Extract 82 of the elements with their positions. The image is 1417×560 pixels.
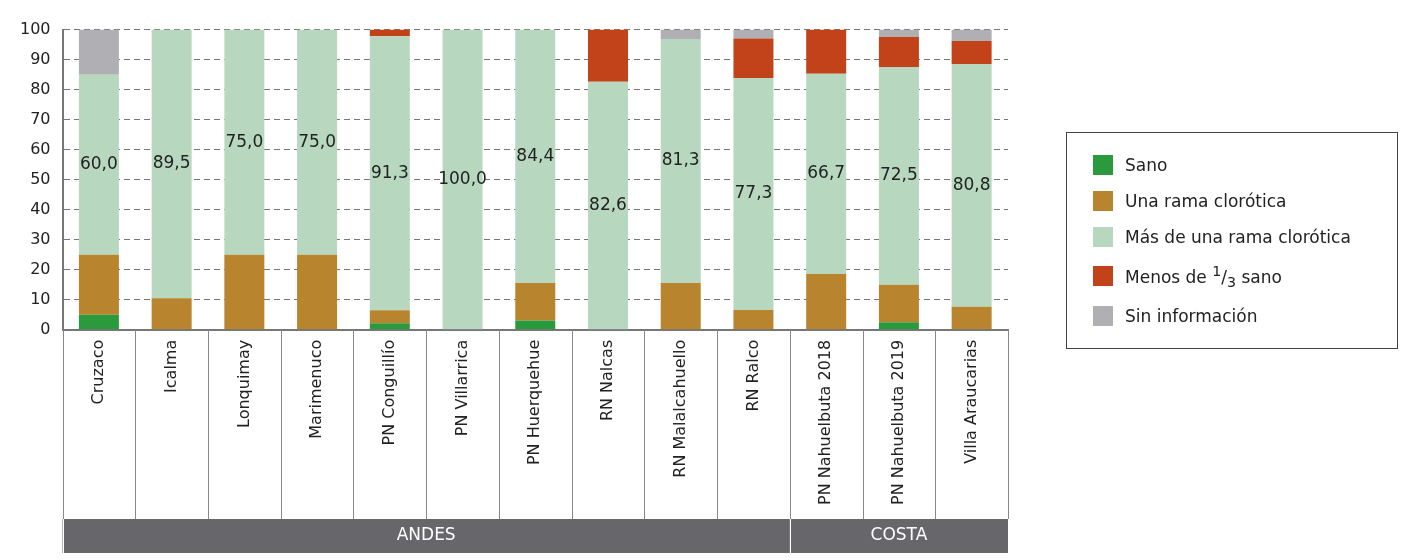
- bar: [224, 29, 265, 255]
- bar: [951, 306, 992, 330]
- y-tick-label: 30: [30, 228, 51, 248]
- bar: [588, 81, 628, 330]
- y-tick-label: 70: [30, 108, 51, 128]
- x-tick-label: PN Nahuelbuta 2019: [888, 339, 908, 506]
- legend-label: Menos de $^{1}$/$_{3}$ sano: [1125, 262, 1282, 291]
- bar: [588, 29, 628, 82]
- x-tick-label: PN Conguillío: [378, 339, 398, 446]
- y-tick-label: 20: [30, 258, 51, 278]
- bar: [660, 282, 701, 330]
- bar: [660, 29, 701, 39]
- y-tick-label: 80: [30, 78, 51, 98]
- x-tick-label: Cruzaco: [88, 339, 108, 405]
- legend-label: Más de una rama clorótica: [1125, 226, 1351, 247]
- bar: [733, 77, 774, 310]
- bar: [733, 38, 774, 78]
- data-label: 89,5: [152, 152, 191, 173]
- bar: [369, 36, 410, 311]
- text: ANDES: [396, 524, 456, 545]
- bar: [660, 38, 701, 283]
- x-tick-label: Lonquimay: [233, 339, 253, 428]
- bar: [806, 273, 847, 330]
- x-tick-label: PN Nahuelbuta 2018: [815, 339, 835, 506]
- bar: [151, 298, 192, 330]
- bar: [951, 64, 992, 307]
- data-label: 66,7: [807, 162, 846, 183]
- legend-label: Sin información: [1125, 306, 1258, 327]
- bar: [878, 29, 919, 38]
- bar: [369, 310, 410, 324]
- bar: [878, 67, 919, 285]
- x-tick-label: RN Malalcahuello: [669, 339, 689, 478]
- x-tick-label: PN Villarrica: [451, 339, 471, 437]
- bar: [515, 282, 556, 321]
- x-tick-label: Villa Araucarias: [960, 339, 980, 464]
- bar: [78, 74, 119, 255]
- bar: [878, 37, 919, 68]
- data-label: 80,8: [952, 173, 991, 194]
- bar: [224, 254, 265, 330]
- bar: [951, 29, 992, 42]
- data-label: 100,0: [438, 167, 487, 188]
- x-tick-label: Marimenuco: [306, 339, 326, 439]
- y-tick-label: 50: [30, 168, 51, 188]
- data-label: 75,0: [298, 130, 337, 151]
- bar: [369, 323, 410, 330]
- bar: [806, 73, 847, 274]
- data-label: 77,3: [734, 182, 773, 203]
- bar: [78, 254, 119, 315]
- y-tick-label: 40: [30, 198, 51, 218]
- bar: [733, 309, 774, 330]
- bar: [733, 29, 774, 39]
- data-label: 82,6: [589, 193, 627, 214]
- bar: [806, 29, 847, 74]
- bar: [515, 320, 556, 330]
- y-tick-label: 90: [30, 48, 51, 68]
- x-tick-label: Icalma: [160, 339, 180, 393]
- y-tick-label: 10: [30, 288, 51, 308]
- bar: [78, 29, 119, 75]
- y-tick-label: 100: [19, 18, 51, 38]
- legend-label: Una rama clorótica: [1125, 190, 1287, 211]
- bar: [515, 29, 556, 283]
- bar: [878, 322, 919, 330]
- bar: [951, 41, 992, 65]
- bar: [78, 314, 119, 330]
- y-tick-label: 0: [40, 318, 51, 338]
- data-label: 75,0: [225, 130, 264, 151]
- bar: [151, 29, 192, 299]
- y-tick-label: 60: [30, 138, 51, 158]
- data-label: 60,0: [79, 153, 118, 174]
- data-label: 72,5: [879, 164, 918, 185]
- data-label: 84,4: [516, 144, 555, 165]
- text: COSTA: [870, 524, 928, 545]
- data-label: 81,3: [661, 149, 700, 170]
- bar: [369, 29, 410, 37]
- bar: [878, 284, 919, 323]
- x-tick-label: RN Ralco: [742, 339, 762, 412]
- data-label: 91,3: [370, 161, 409, 182]
- bar: [297, 29, 338, 255]
- x-tick-label: PN Huerquehue: [524, 339, 544, 466]
- bar: [297, 254, 338, 330]
- legend-label: Sano: [1125, 154, 1168, 175]
- x-tick-label: RN Nalcas: [597, 339, 617, 422]
